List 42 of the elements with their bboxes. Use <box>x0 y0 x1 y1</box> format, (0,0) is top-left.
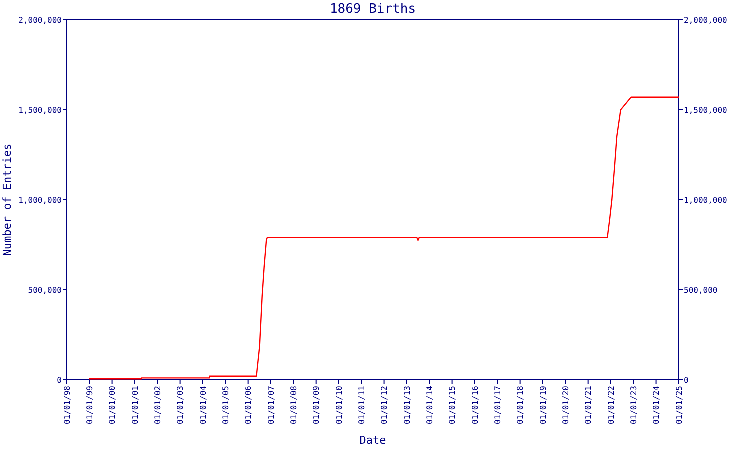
y2-tick-label: 0 <box>684 376 689 385</box>
x-tick-label: 01/01/08 <box>289 386 298 425</box>
y2-tick-label: 500,000 <box>684 286 718 295</box>
y-tick-label: 1,500,000 <box>18 106 62 115</box>
y-tick-label: 0 <box>57 376 62 385</box>
x-tick-label: 01/01/25 <box>674 386 684 425</box>
line-series <box>89 96 680 380</box>
x-tick-label: 01/01/17 <box>493 386 502 425</box>
x-tick-label: 01/01/16 <box>470 386 480 425</box>
x-tick-label: 01/01/20 <box>561 386 570 425</box>
x-tick-label: 01/01/98 <box>62 386 72 425</box>
x-tick-label: 01/01/14 <box>425 386 434 425</box>
y-tick-label: 2,000,000 <box>18 16 62 25</box>
x-tick-label: 01/01/00 <box>108 386 118 425</box>
x-tick-label: 01/01/10 <box>334 386 344 425</box>
y-axis-title: Number of Entries <box>1 144 14 256</box>
x-tick-label: 01/01/19 <box>538 386 548 425</box>
y2-tick-label: 1,000,000 <box>684 196 728 205</box>
x-tick-label: 01/01/03 <box>176 386 186 425</box>
x-tick-label: 01/01/23 <box>629 386 638 425</box>
x-tick-label: 01/01/15 <box>448 386 458 425</box>
x-tick-label: 01/01/06 <box>244 386 254 425</box>
x-axis-title: Date <box>360 434 386 447</box>
x-tick-label: 01/01/18 <box>516 386 526 425</box>
x-tick-label: 01/01/07 <box>266 386 276 425</box>
x-tick-label: 01/01/09 <box>312 386 322 425</box>
x-tick-label: 01/01/05 <box>221 386 230 425</box>
y-tick-label: 1,000,000 <box>18 196 62 205</box>
x-tick-label: 01/01/24 <box>652 386 662 425</box>
x-tick-label: 01/01/13 <box>402 386 412 425</box>
x-tick-label: 01/01/22 <box>606 386 616 425</box>
x-tick-label: 01/01/11 <box>357 386 366 425</box>
x-tick-label: 01/01/99 <box>85 386 94 425</box>
y-tick-label: 500,000 <box>28 286 62 295</box>
chart-title: 1869 Births <box>330 2 416 17</box>
x-tick-label: 01/01/02 <box>153 386 162 425</box>
y2-tick-label: 1,500,000 <box>684 106 728 115</box>
y2-tick-label: 2,000,000 <box>684 16 728 25</box>
x-tick-label: 01/01/12 <box>380 386 390 425</box>
x-tick-label: 01/01/04 <box>198 386 208 425</box>
x-tick-label: 01/01/21 <box>584 386 594 425</box>
x-tick-label: 01/01/01 <box>130 386 140 425</box>
